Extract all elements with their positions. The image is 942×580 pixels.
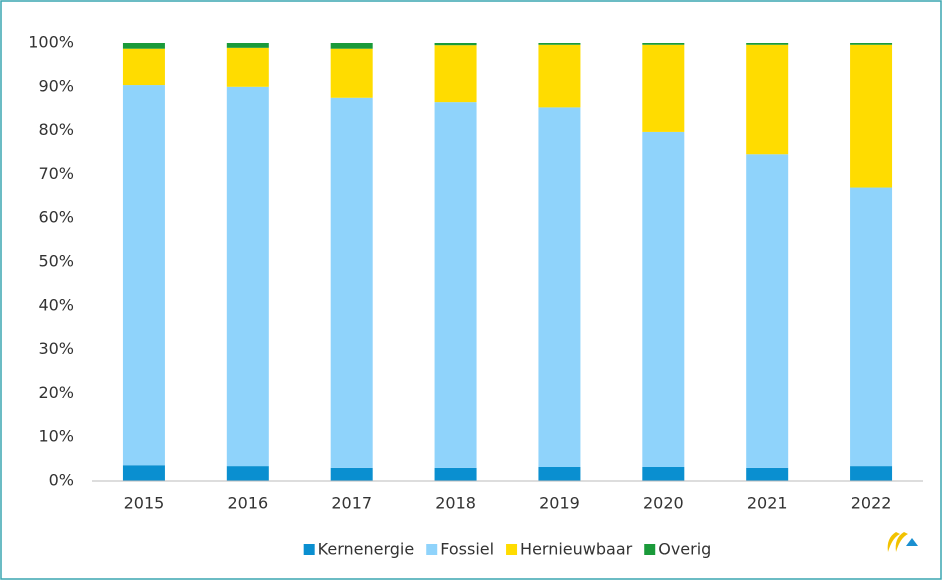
y-tick-label: 20% [38, 383, 74, 402]
bar-segment [850, 187, 893, 467]
legend-swatch [426, 544, 438, 555]
y-tick-label: 70% [38, 164, 74, 183]
x-tick-label: 2018 [435, 494, 476, 513]
bar-segment [330, 48, 373, 98]
y-tick-label: 100% [28, 33, 74, 52]
y-tick-label: 10% [38, 427, 74, 446]
y-tick-label: 90% [38, 76, 74, 95]
legend-label: Fossiel [440, 540, 494, 559]
x-tick-label: 2022 [851, 494, 892, 513]
bar-segment [330, 467, 373, 481]
bar-segment [850, 466, 893, 481]
logo [887, 532, 918, 552]
legend-label: Kernenergie [318, 540, 415, 559]
y-tick-label: 50% [38, 252, 74, 271]
bar-segment [746, 467, 789, 481]
bar-segment [642, 466, 685, 481]
legend-swatch [506, 544, 518, 555]
bar-segment [746, 44, 789, 155]
bar-segment [434, 467, 477, 481]
y-tick-label: 0% [49, 471, 74, 490]
x-tick-label: 2019 [539, 494, 580, 513]
bar-segment [434, 43, 477, 46]
bar-segment [434, 45, 477, 103]
bar-segment [850, 43, 893, 45]
x-tick-label: 2015 [124, 494, 165, 513]
bar-segment [746, 154, 789, 468]
bar-segment [642, 131, 685, 467]
bar-segment [642, 43, 685, 45]
x-tick-label: 2020 [643, 494, 684, 513]
bar-segment [746, 43, 789, 45]
bar-segment [122, 465, 165, 481]
legend-label: Hernieuwbaar [520, 540, 633, 559]
x-tick-label: 2017 [331, 494, 372, 513]
legend-swatch [303, 544, 315, 555]
bar-segment [538, 466, 581, 481]
bar-segment [226, 47, 269, 87]
x-tick-label: 2021 [747, 494, 788, 513]
bar-segment [122, 85, 165, 466]
y-tick-label: 40% [38, 295, 74, 314]
bar-segment [122, 43, 165, 49]
bar-segment [330, 43, 373, 49]
bar-segment [122, 48, 165, 86]
x-tick-label: 2016 [227, 494, 268, 513]
bar-segment [538, 44, 581, 108]
legend-label: Overig [658, 540, 711, 559]
bar-segment [642, 44, 685, 132]
bar-segment [330, 97, 373, 468]
y-tick-label: 80% [38, 120, 74, 139]
bar-segment [434, 102, 477, 468]
bar-segment [538, 43, 581, 45]
legend-swatch [644, 544, 656, 555]
y-tick-label: 30% [38, 339, 74, 358]
bar-segment [226, 43, 269, 48]
bar-segment [538, 107, 581, 467]
bar-segment [226, 86, 269, 467]
y-tick-label: 60% [38, 208, 74, 227]
bar-segment [850, 44, 893, 188]
bar-segment [226, 466, 269, 481]
